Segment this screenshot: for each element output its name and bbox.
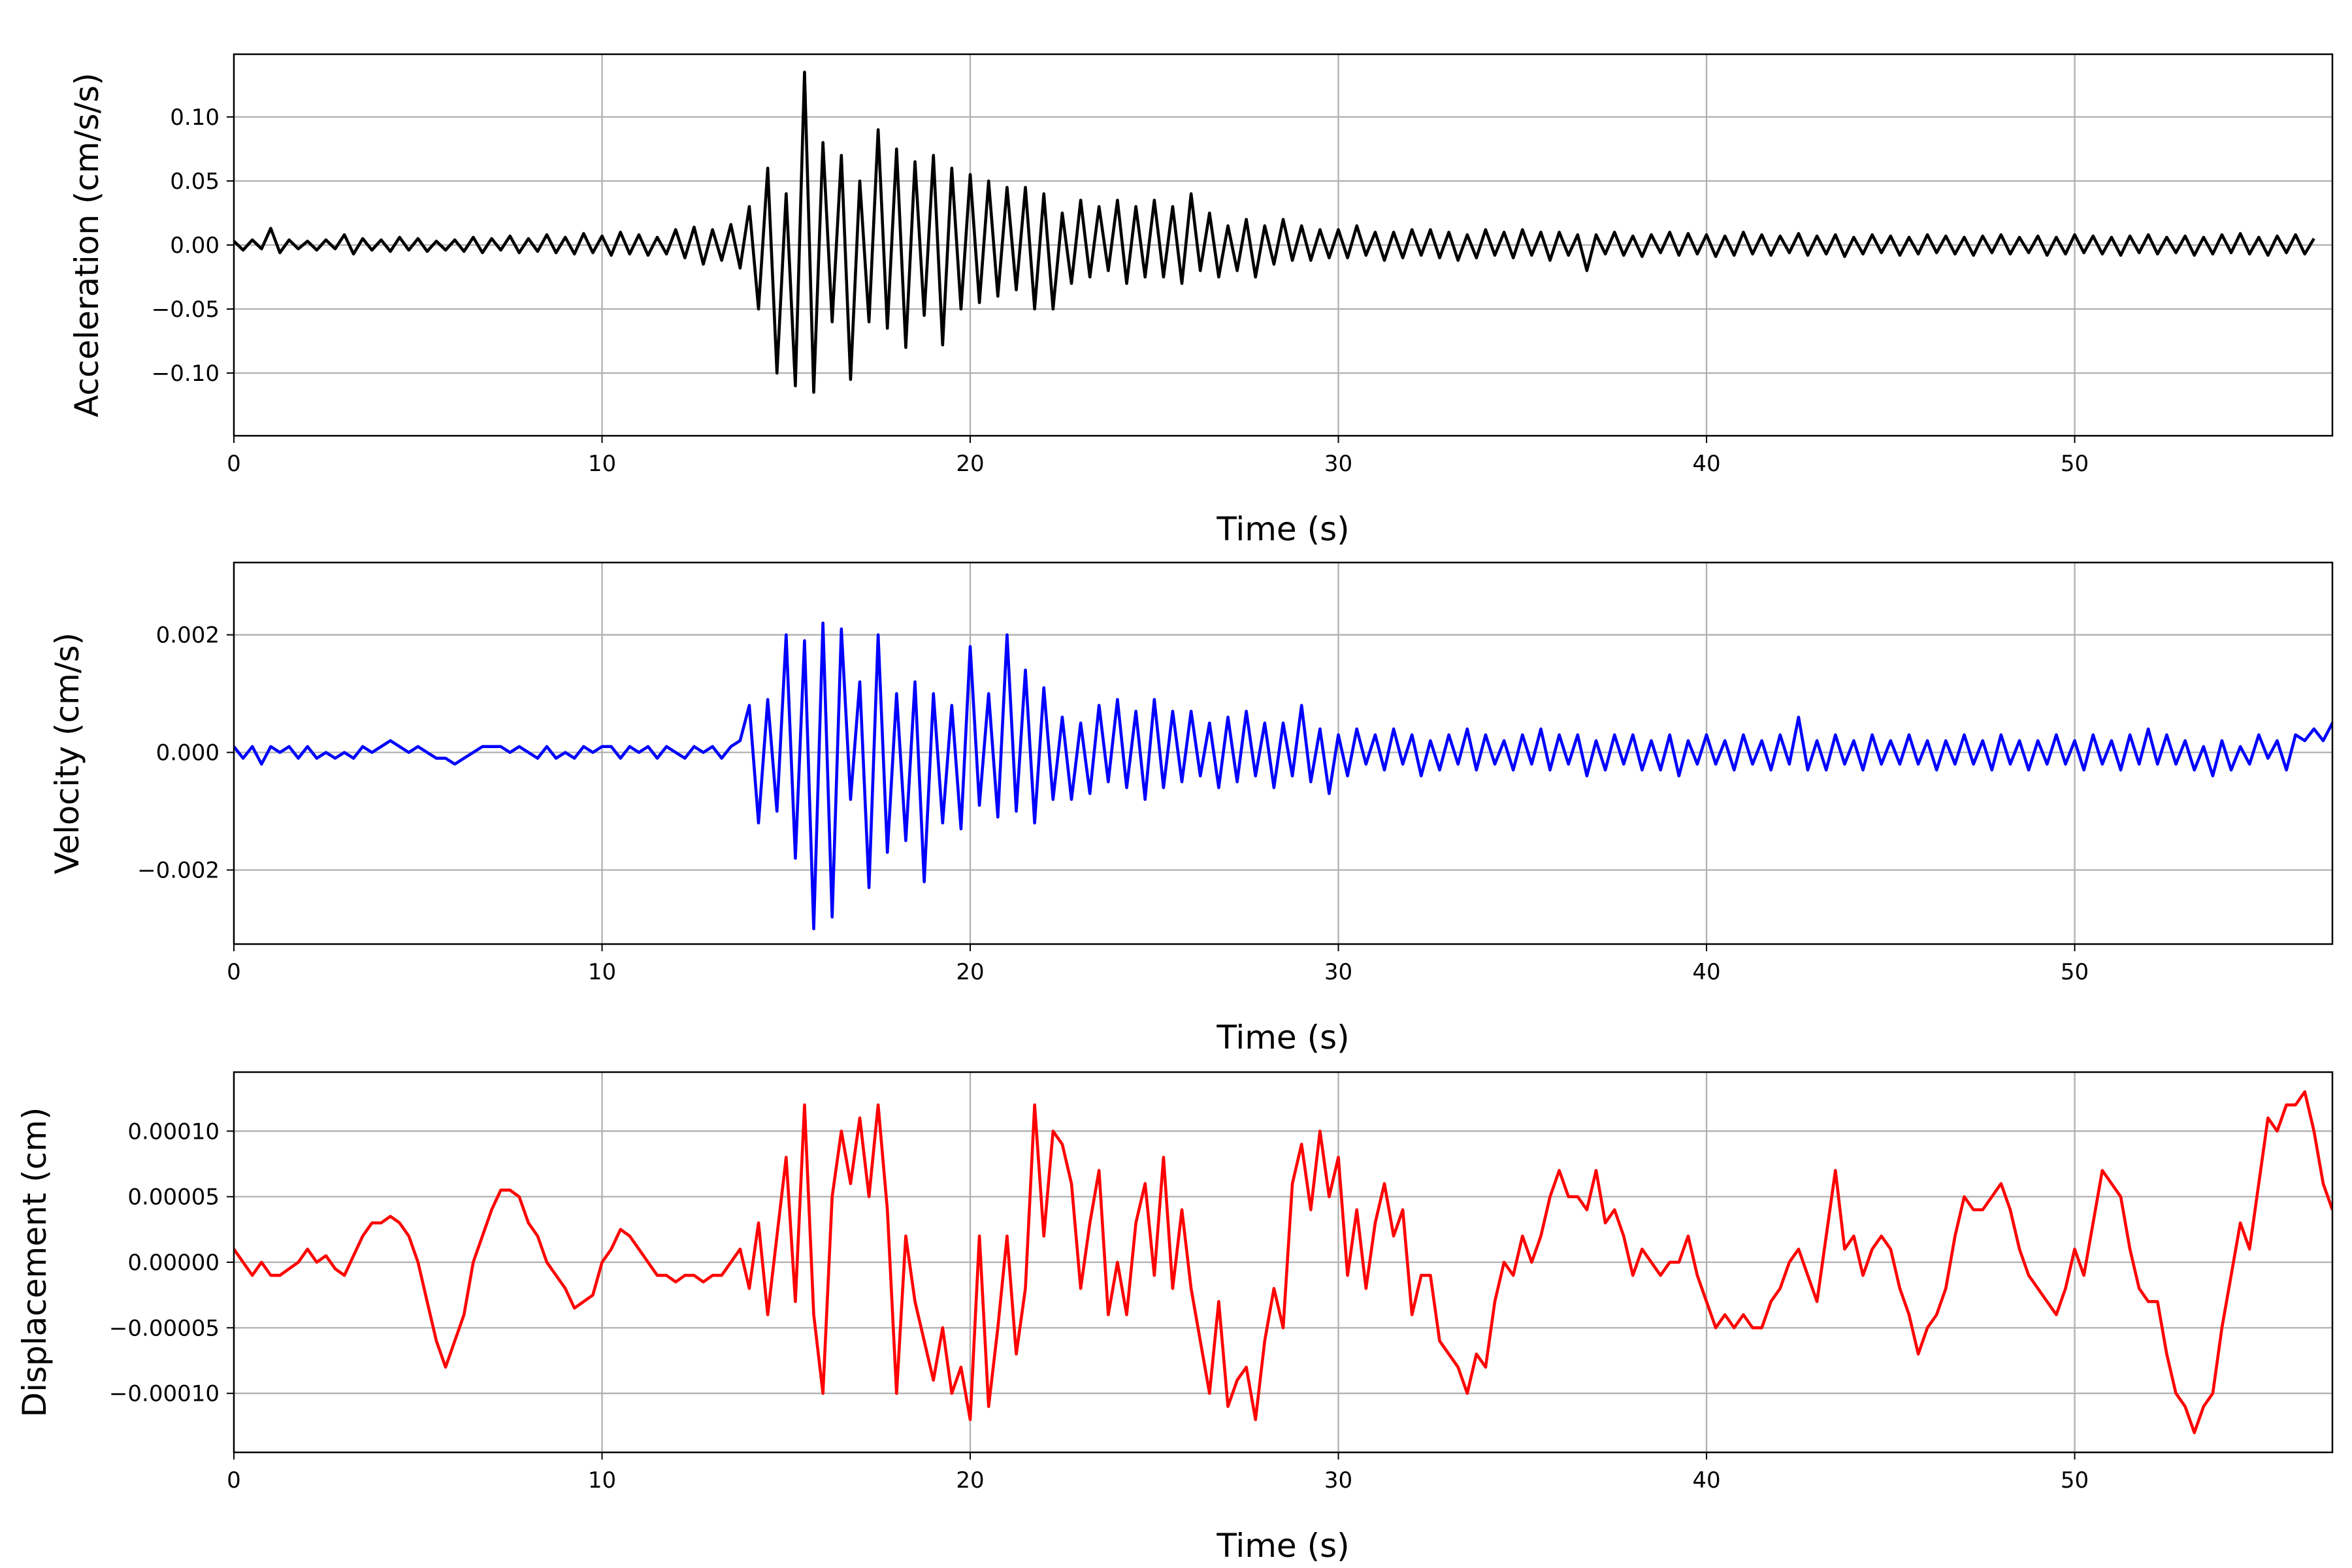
x-tick-label: 30: [1324, 1467, 1352, 1494]
axes-frame: [233, 1071, 2334, 1454]
y-tick-label: 0.00: [170, 233, 220, 259]
y-tick-label: −0.05: [152, 297, 220, 323]
displacement-series-line: [234, 1090, 2332, 1435]
x-tick-label: 40: [1692, 1467, 1720, 1494]
x-axis-label: Time (s): [1216, 1527, 1349, 1565]
x-tick-label: 50: [2061, 1467, 2089, 1494]
velocity-series-line: [234, 621, 2332, 930]
x-axis-label: Time (s): [1216, 1019, 1349, 1056]
x-tick-label: 50: [2061, 959, 2089, 985]
x-tick-label: 50: [2061, 451, 2089, 477]
y-tick-label: 0.05: [170, 169, 220, 195]
x-tick-label: 0: [227, 959, 241, 985]
y-tick-label: −0.002: [137, 858, 220, 884]
x-tick-label: 10: [588, 959, 616, 985]
x-tick-label: 30: [1324, 451, 1352, 477]
y-tick-label: 0.00010: [127, 1119, 220, 1145]
velocity-panel: 0 10 20 30 40 50 −0.002 0.000 0.002 Time (s) Veloc…: [48, 561, 2334, 1056]
y-tick-label: −0.00010: [109, 1381, 220, 1407]
displacement-panel: 0 10 20 30 40 50 −0.00010 −0.00005 0.00000 0.0000…: [16, 1071, 2334, 1565]
x-tick-label: 30: [1324, 959, 1352, 985]
x-tick-label: 0: [227, 1467, 241, 1494]
x-tick-label: 10: [588, 451, 616, 477]
y-tick-label: 0.10: [170, 105, 220, 131]
acceleration-panel: 0 10 20 30 40 50 −0.10 −0.05 0.00 0.05 0.10 Time (s…: [68, 53, 2334, 548]
y-axis-label: Displacement (cm): [16, 1107, 54, 1418]
x-tick-label: 0: [227, 451, 241, 477]
x-tick-label: 20: [956, 451, 984, 477]
x-tick-label: 40: [1692, 959, 1720, 985]
y-tick-label: −0.10: [152, 361, 220, 387]
y-tick-label: 0.00000: [127, 1250, 220, 1276]
y-axis-label: Acceleration (cm/s/s): [68, 73, 106, 417]
acceleration-series-line: [234, 71, 2315, 394]
x-tick-label: 20: [956, 959, 984, 985]
y-tick-label: 0.002: [156, 623, 220, 649]
axes-frame: [233, 561, 2334, 945]
y-tick-label: 0.00005: [127, 1184, 220, 1211]
y-tick-label: −0.00005: [109, 1315, 220, 1341]
x-tick-label: 10: [588, 1467, 616, 1494]
x-tick-label: 40: [1692, 451, 1720, 477]
y-axis-label: Velocity (cm/s): [48, 632, 86, 874]
x-tick-label: 20: [956, 1467, 984, 1494]
x-axis-label: Time (s): [1216, 510, 1349, 548]
axes-frame: [233, 53, 2334, 437]
y-tick-label: 0.000: [156, 740, 220, 766]
